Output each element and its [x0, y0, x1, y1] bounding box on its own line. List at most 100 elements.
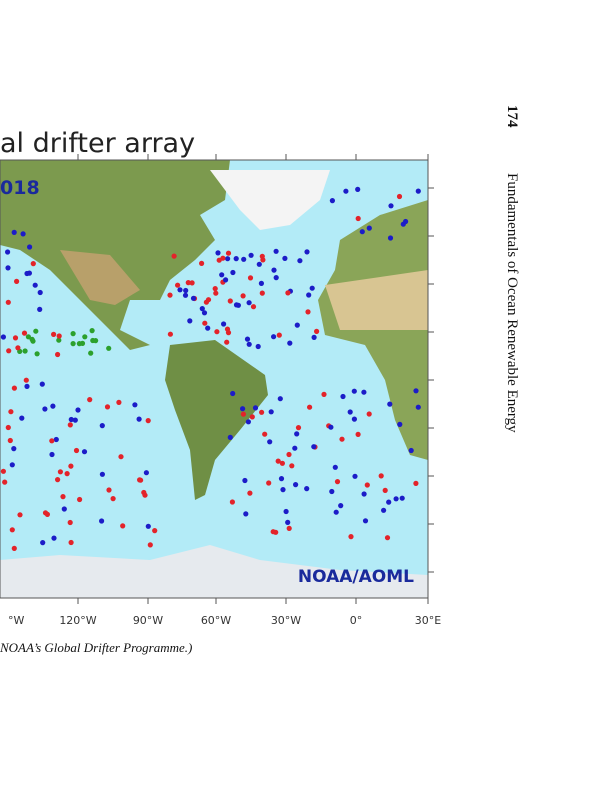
drifter-dot — [56, 333, 62, 339]
drifter-dot — [361, 491, 367, 497]
drifter-dot — [334, 479, 341, 485]
drifter-dot — [279, 460, 285, 466]
drifter-dot — [399, 495, 405, 501]
drifter-dot — [9, 527, 15, 533]
drifter-dot — [266, 480, 272, 486]
drifter-dot — [29, 336, 35, 342]
drifter-dot — [230, 390, 236, 397]
drifter-dot — [286, 525, 292, 532]
drifter-dot — [415, 188, 421, 194]
drifter-dot — [273, 275, 279, 281]
drifter-dot — [384, 535, 391, 541]
drifter-dot — [21, 330, 28, 336]
drifter-dot — [118, 454, 124, 460]
drifter-dot — [305, 309, 311, 315]
drifter-dot — [287, 340, 293, 346]
drifter-dot — [77, 496, 83, 503]
drifter-dot — [397, 421, 403, 427]
x-axis-labels: °W 120°W 90°W 60°W 30°W 0° 30°E — [8, 614, 441, 627]
drifter-dot — [57, 469, 64, 475]
drifter-dot — [259, 290, 265, 296]
drifter-dot — [64, 471, 70, 477]
drifter-dot — [104, 404, 111, 410]
drifter-dot — [289, 463, 295, 469]
greenland — [210, 170, 330, 230]
drifter-dot — [387, 235, 394, 241]
drifter-dot — [15, 345, 21, 351]
drifter-dot — [219, 272, 225, 278]
drifter-dot — [268, 409, 274, 415]
drifter-dot — [24, 383, 30, 389]
drifter-dot — [255, 343, 261, 350]
drifter-dot — [297, 258, 303, 264]
drifter-dot — [11, 385, 17, 391]
drifter-dot — [355, 215, 361, 222]
drifter-dot — [259, 253, 265, 259]
drifter-dot — [49, 451, 55, 458]
drifter-dot — [61, 506, 67, 512]
map-frame — [0, 159, 429, 599]
drifter-dot — [351, 388, 357, 394]
drifter-dot — [362, 518, 369, 524]
drifter-dot — [99, 423, 105, 429]
drifter-dot — [333, 509, 339, 515]
drifter-dot — [271, 334, 277, 340]
drifter-dot — [67, 519, 73, 526]
x-axis-label: 60°W — [201, 614, 231, 627]
drifter-dot — [25, 334, 31, 340]
drifter-dot — [8, 409, 14, 415]
drifter-dot — [248, 252, 254, 258]
drifter-dot — [230, 269, 236, 276]
drifter-dot — [252, 405, 259, 411]
drifter-dot — [5, 249, 11, 255]
drifter-dot — [37, 306, 43, 312]
drifter-dot — [285, 290, 291, 296]
drifter-dot — [201, 310, 208, 316]
drifter-dot — [259, 409, 265, 415]
drifter-dot — [7, 437, 13, 444]
drifter-dot — [2, 479, 8, 485]
drifter-dot — [177, 287, 183, 293]
x-axis-label: 120°W — [59, 614, 96, 627]
drifter-dot — [81, 449, 88, 455]
drifter-dot — [17, 512, 23, 518]
drifter-dot — [294, 322, 300, 328]
drifter-dot — [246, 300, 252, 306]
drifter-dot — [20, 231, 26, 237]
drifter-dot — [67, 422, 73, 428]
drifter-dot — [30, 261, 36, 267]
drifter-dot — [247, 490, 253, 496]
drifter-dot — [189, 280, 195, 286]
drifter-dot — [382, 487, 388, 493]
drifter-dot — [142, 492, 148, 498]
drifter-dot — [19, 415, 25, 421]
drifter-dot — [309, 285, 315, 291]
drifter-dot — [60, 494, 66, 500]
drifter-dot — [99, 518, 105, 524]
drifter-dot — [89, 328, 95, 334]
drifter-dot — [415, 404, 421, 410]
drifter-dot — [283, 508, 289, 515]
drifter-dot — [32, 282, 38, 288]
drifter-dot — [37, 289, 43, 296]
drifter-dot — [393, 496, 399, 502]
drifter-dot — [246, 341, 252, 347]
drifter-dot — [6, 348, 12, 354]
drifter-dot — [76, 341, 82, 347]
drifter-dot — [293, 482, 299, 488]
drifter-dot — [245, 419, 251, 425]
drifter-dot — [136, 416, 142, 422]
x-axis-label: °W — [8, 614, 25, 627]
drifter-dot — [240, 406, 246, 412]
drifter-dot — [72, 417, 78, 423]
drifter-dot — [262, 431, 268, 437]
drifter-dot — [190, 295, 197, 301]
drifter-dot — [5, 265, 11, 271]
drifter-dot — [359, 229, 365, 235]
drifter-dot — [11, 545, 17, 552]
drifter-dot — [242, 477, 248, 484]
drifter-dot — [381, 507, 387, 513]
drifter-dot — [355, 186, 361, 192]
drifter-dot — [223, 277, 229, 283]
drifter-dot — [351, 416, 357, 422]
